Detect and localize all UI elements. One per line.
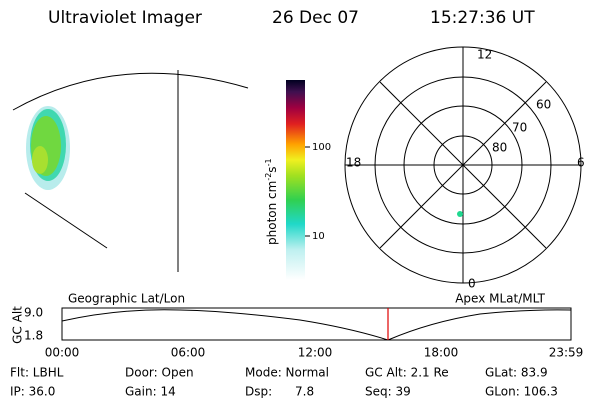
info-panel: Flt: LBHL IP: 36.0 Door: Open Gain: 14 M… <box>10 366 558 399</box>
colorbar: 100 10 photon cm-2s-1 <box>264 80 331 280</box>
lat-label: 60 <box>536 98 551 112</box>
info-item: Gain: 14 <box>125 385 176 399</box>
info-item: IP: 36.0 <box>10 385 55 399</box>
info-item: Door: Open <box>125 366 194 380</box>
altitude-curve <box>61 309 572 341</box>
spot <box>457 211 463 217</box>
geo-map <box>12 70 249 272</box>
colorbar-label: photon cm-2s-1 <box>264 158 279 245</box>
strip-y-label: GC Alt <box>11 306 25 344</box>
meridian <box>24 192 108 249</box>
strip-y-tick: 9.0 <box>24 306 43 320</box>
strip-title: Apex MLat/MLT <box>455 292 545 306</box>
aurora-peak <box>32 146 48 174</box>
time-label: 23:59 <box>549 346 584 360</box>
mlt-label: 12 <box>477 48 492 62</box>
info-item: GLon: 106.3 <box>485 385 558 399</box>
strip-y-tick: 1.8 <box>24 329 43 343</box>
time-label: 18:00 <box>424 346 459 360</box>
info-item: Mode: Normal <box>245 366 329 380</box>
label-base: photon cm <box>265 181 279 245</box>
strip-title: Geographic Lat/Lon <box>68 292 185 306</box>
mlt-label: 0 <box>468 277 476 291</box>
polar-plot: 12 18 6 0 60 70 80 <box>344 46 585 291</box>
time: 15:27:36 UT <box>430 8 535 28</box>
time-label: 00:00 <box>45 346 80 360</box>
orbit-strip: Geographic Lat/Lon Apex MLat/MLT GC Alt … <box>11 292 584 360</box>
colorbar-tick-label: 100 <box>312 142 331 153</box>
label-exp: -1 <box>264 158 273 166</box>
info-item: GLat: 83.9 <box>485 366 548 380</box>
strip-frame <box>61 307 572 341</box>
info-item: GC Alt: 2.1 Re <box>365 366 449 380</box>
colorbar-scale <box>286 80 305 280</box>
info-item: Flt: LBHL <box>10 366 64 380</box>
lat-label: 80 <box>492 141 507 155</box>
info-item: Dsp: 7.8 <box>245 385 314 399</box>
instrument: Ultraviolet Imager <box>48 8 202 28</box>
lat-label: 70 <box>512 121 527 135</box>
colorbar-tick-label: 10 <box>312 231 325 242</box>
time-label: 12:00 <box>298 346 333 360</box>
mlt-label: 6 <box>577 156 585 170</box>
label-exp: -2 <box>264 173 273 181</box>
mlt-line <box>379 81 547 249</box>
info-item: Seq: 39 <box>365 385 411 399</box>
date: 26 Dec 07 <box>272 8 359 28</box>
map-arc <box>12 72 249 111</box>
label-mid: s <box>265 166 279 172</box>
time-label: 06:00 <box>171 346 206 360</box>
mlt-label: 18 <box>346 156 361 170</box>
